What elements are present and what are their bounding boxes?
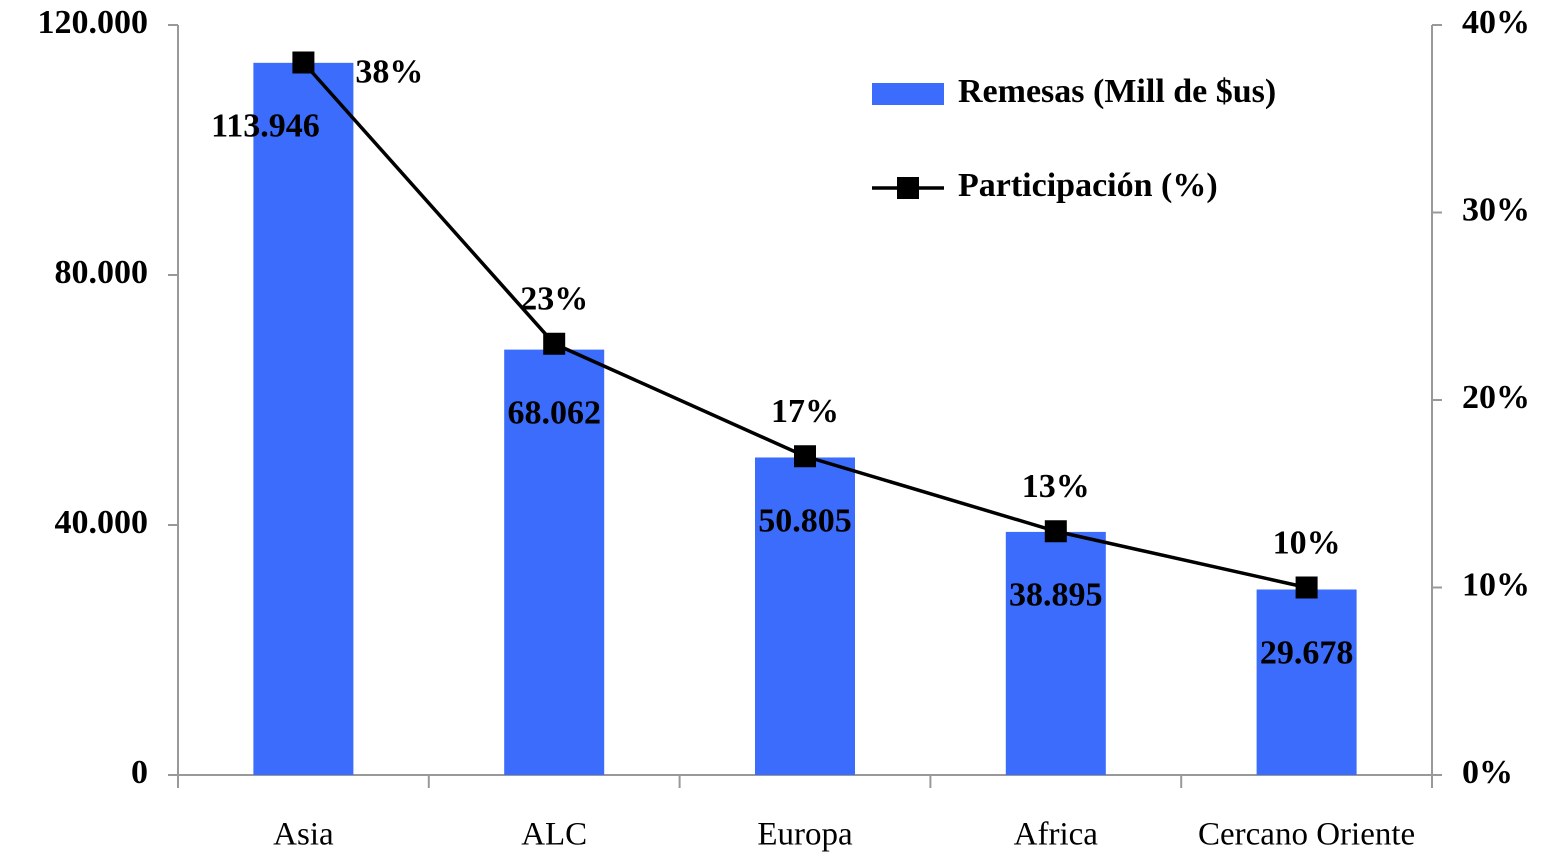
x-tick-label: Cercano Oriente [1198,817,1415,853]
legend-swatch [897,177,919,199]
data-label: 50.805 [758,502,852,539]
y2-tick-label: 10% [1462,566,1530,603]
x-tick-label: Asia [273,817,334,853]
data-label: 17% [771,393,839,430]
legend-swatch [872,83,944,105]
data-label: 68.062 [507,394,601,431]
y-tick-label: 40.000 [55,504,149,541]
line-marker [292,51,315,74]
data-label: 13% [1022,468,1090,505]
legend-label: Remesas (Mill de $us) [958,73,1276,110]
data-label: 29.678 [1260,634,1354,671]
y-tick-label: 0 [131,754,148,791]
line-marker [543,332,566,355]
y2-tick-label: 0% [1462,754,1513,791]
data-label: 10% [1273,524,1341,561]
y2-tick-label: 20% [1462,379,1530,416]
bar [1005,531,1106,775]
data-label: 113.946 [211,108,320,145]
x-tick-label: Europa [757,817,853,853]
line-marker [1044,520,1067,543]
line-marker [1295,576,1318,599]
y2-tick-label: 40% [1462,4,1530,41]
data-label: 38% [355,53,423,90]
bar [755,457,855,775]
line-marker [794,445,816,468]
y-tick-label: 120.000 [38,4,149,41]
bar [504,349,605,775]
data-label: 38.895 [1009,577,1103,614]
bar [253,62,354,775]
bar [1256,589,1357,775]
x-tick-label: Africa [1014,817,1099,853]
x-tick-label: ALC [521,817,587,853]
y2-tick-label: 30% [1462,191,1530,228]
y-tick-label: 80.000 [55,254,149,291]
data-label: 23% [520,281,588,318]
legend-label: Participación (%) [958,167,1218,204]
